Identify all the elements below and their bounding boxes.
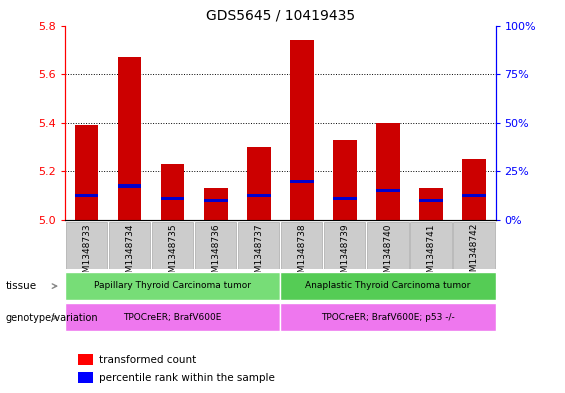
Text: GSM1348742: GSM1348742 [470, 223, 479, 283]
Bar [204, 189, 228, 220]
Text: transformed count: transformed count [99, 355, 197, 365]
Text: GSM1348735: GSM1348735 [168, 223, 177, 284]
Bar [247, 147, 271, 220]
FancyBboxPatch shape [280, 272, 496, 300]
FancyBboxPatch shape [66, 222, 107, 269]
FancyBboxPatch shape [367, 222, 408, 269]
FancyBboxPatch shape [281, 222, 323, 269]
Bar [333, 196, 357, 200]
Text: percentile rank within the sample: percentile rank within the sample [99, 373, 275, 383]
FancyBboxPatch shape [280, 303, 496, 331]
Bar [75, 125, 98, 220]
Bar [118, 184, 141, 187]
Bar [247, 194, 271, 197]
Bar [204, 199, 228, 202]
FancyBboxPatch shape [65, 272, 280, 300]
Text: Papillary Thyroid Carcinoma tumor: Papillary Thyroid Carcinoma tumor [94, 281, 251, 290]
Bar [376, 123, 399, 220]
FancyBboxPatch shape [109, 222, 150, 269]
Text: genotype/variation: genotype/variation [6, 312, 98, 323]
Text: GSM1348734: GSM1348734 [125, 223, 134, 283]
Bar [161, 196, 184, 200]
Text: GSM1348738: GSM1348738 [297, 223, 306, 284]
Bar [290, 40, 314, 220]
Text: GSM1348741: GSM1348741 [427, 223, 436, 283]
Text: GSM1348733: GSM1348733 [82, 223, 91, 284]
Bar [419, 189, 443, 220]
Text: GSM1348737: GSM1348737 [254, 223, 263, 284]
FancyBboxPatch shape [410, 222, 451, 269]
Bar [333, 140, 357, 220]
Text: GSM1348739: GSM1348739 [340, 223, 349, 284]
FancyBboxPatch shape [453, 222, 494, 269]
FancyBboxPatch shape [195, 222, 236, 269]
Title: GDS5645 / 10419435: GDS5645 / 10419435 [206, 9, 355, 23]
Text: tissue: tissue [6, 281, 37, 291]
Bar [161, 164, 184, 220]
Bar [118, 57, 141, 220]
Bar [462, 194, 486, 197]
Bar [290, 180, 314, 183]
Bar [78, 372, 93, 383]
Text: TPOCreER; BrafV600E; p53 -/-: TPOCreER; BrafV600E; p53 -/- [321, 313, 455, 322]
FancyBboxPatch shape [238, 222, 279, 269]
Text: GSM1348740: GSM1348740 [384, 223, 392, 283]
Text: GSM1348736: GSM1348736 [211, 223, 220, 284]
Bar [75, 194, 98, 197]
FancyBboxPatch shape [65, 303, 280, 331]
Bar [419, 199, 443, 202]
Bar [78, 354, 93, 365]
FancyBboxPatch shape [324, 222, 366, 269]
FancyBboxPatch shape [152, 222, 193, 269]
Text: Anaplastic Thyroid Carcinoma tumor: Anaplastic Thyroid Carcinoma tumor [305, 281, 471, 290]
Text: TPOCreER; BrafV600E: TPOCreER; BrafV600E [123, 313, 222, 322]
Bar [376, 189, 399, 193]
Bar [462, 159, 486, 220]
